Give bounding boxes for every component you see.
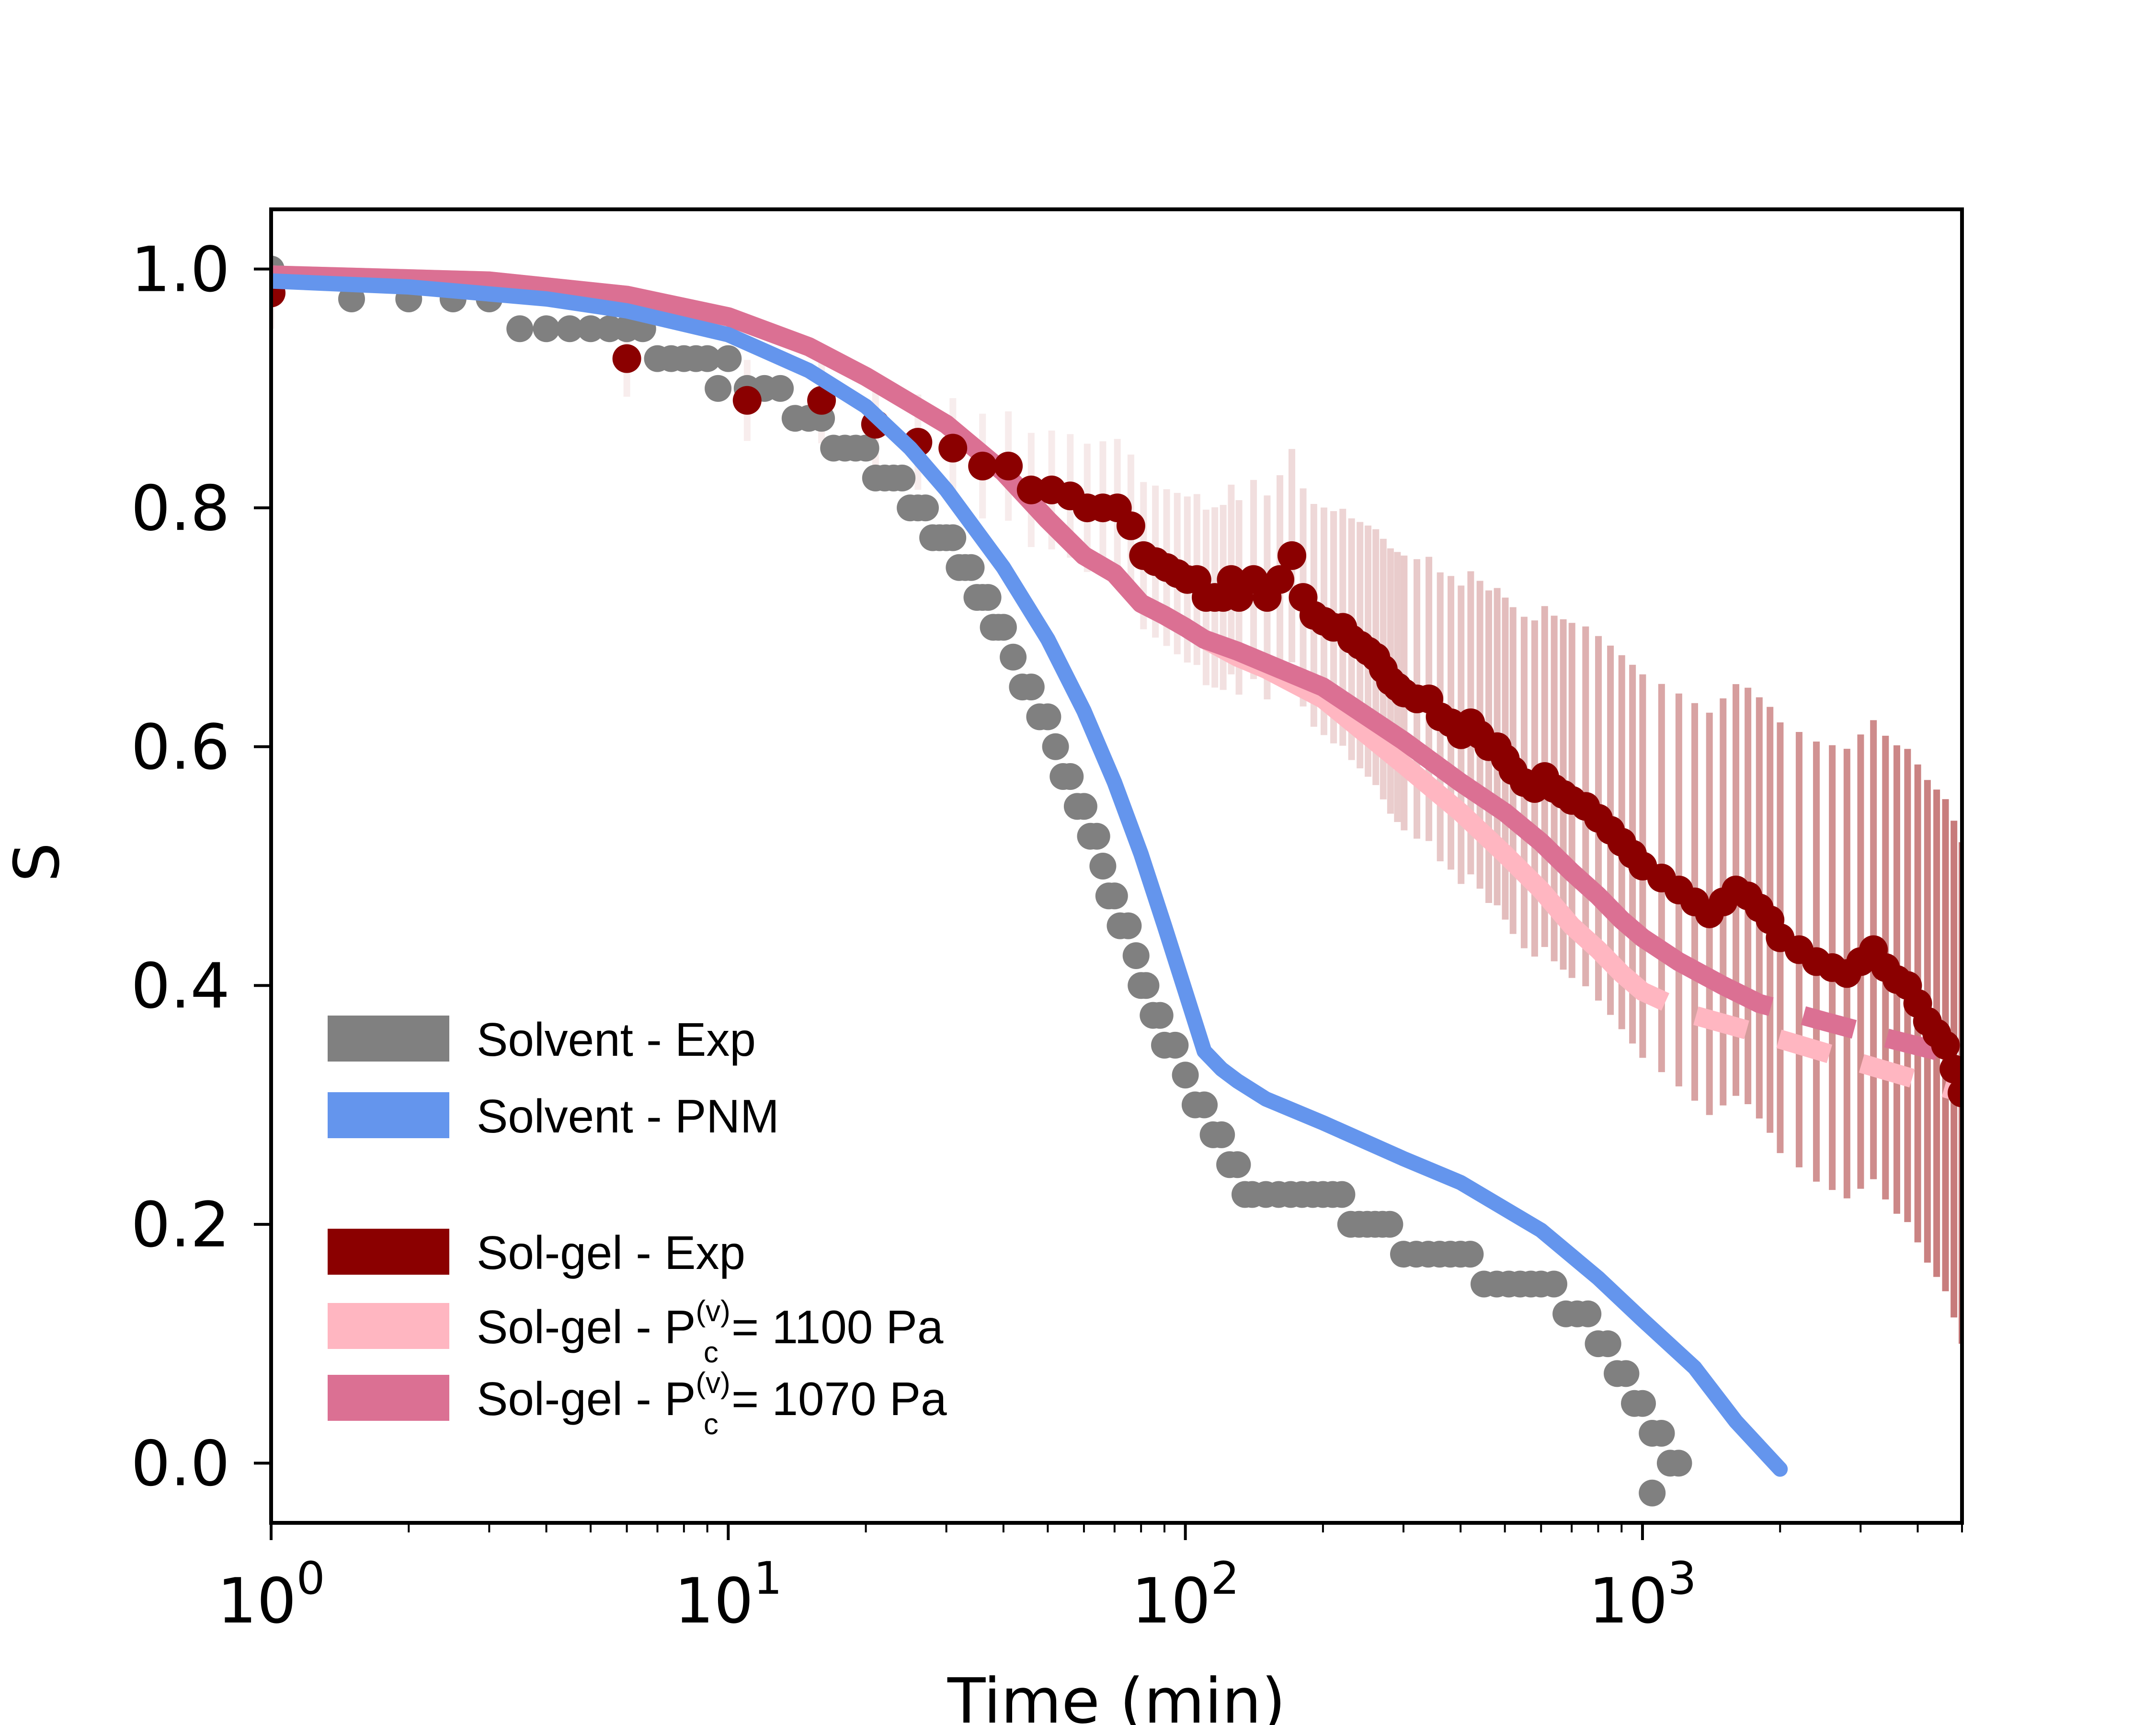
x-tick-label: 101 [674, 1553, 782, 1637]
data-point [807, 386, 836, 415]
series-line-dashed [1615, 966, 1962, 1102]
data-point [1101, 882, 1128, 910]
data-point [974, 584, 1002, 611]
data-point [1162, 1031, 1189, 1059]
data-point [1224, 1151, 1251, 1178]
data-point [715, 345, 742, 372]
data-point [1115, 912, 1142, 939]
data-point [1931, 1030, 1960, 1060]
y-tick-label: 0.0 [131, 1427, 230, 1500]
data-point [1016, 475, 1046, 504]
data-point [852, 434, 879, 462]
data-point [612, 344, 641, 373]
legend-label: Sol-gel - P(v) c = 1100 Pa [477, 1295, 944, 1369]
data-point [1146, 1002, 1174, 1029]
data-point [1034, 703, 1061, 731]
data-point [1208, 1121, 1235, 1148]
data-point [938, 434, 968, 463]
series-line-dashed [1719, 977, 1962, 1067]
y-axis-title: S [0, 843, 73, 882]
data-point [1376, 1211, 1403, 1238]
data-point [1191, 1091, 1218, 1119]
data-point [990, 614, 1017, 641]
y-tick-label: 1.0 [131, 233, 230, 306]
data-point [1017, 674, 1045, 701]
legend-swatch [328, 1016, 449, 1062]
data-point [1116, 511, 1145, 540]
y-tick-label: 0.2 [131, 1188, 230, 1261]
data-point [994, 451, 1023, 480]
data-point [1939, 1054, 1962, 1084]
data-point [1132, 972, 1160, 999]
x-tick-label: 100 [217, 1553, 325, 1637]
series-layer [271, 255, 1962, 1507]
data-point [1594, 1330, 1621, 1358]
x-axis-title: Time (min) [947, 1665, 1286, 1725]
data-point [1574, 1300, 1602, 1327]
data-point [1042, 733, 1069, 760]
x-tick-label: 102 [1131, 1553, 1239, 1637]
legend-label: Solvent - PNM [477, 1090, 779, 1142]
data-point [1266, 565, 1294, 594]
y-tick-label: 0.6 [131, 711, 230, 784]
data-point [912, 494, 939, 522]
plot-frame [269, 207, 1964, 1525]
data-point [732, 386, 762, 415]
x-axis: 100 101 102 103 [217, 1523, 1963, 1637]
data-point [1122, 942, 1150, 969]
data-point [1328, 1181, 1356, 1208]
legend: Solvent - Exp Solvent - PNM Sol-gel - Exp S… [328, 1013, 947, 1441]
data-point [705, 375, 732, 402]
data-point [1648, 1420, 1675, 1447]
x-tick-label: 103 [1588, 1553, 1696, 1637]
data-point [556, 315, 583, 343]
legend-swatch [328, 1375, 449, 1421]
data-point [1540, 1270, 1567, 1298]
series-line [271, 273, 1788, 1477]
data-point [1457, 1241, 1484, 1268]
data-point [694, 345, 721, 372]
data-point [1172, 1062, 1199, 1089]
data-point [1083, 823, 1110, 850]
y-tick-label: 0.8 [131, 472, 230, 545]
data-point [1665, 1450, 1692, 1477]
legend-label: Solvent - Exp [477, 1013, 756, 1066]
y-axis: 0.0 0.2 0.4 0.6 0.8 1.0 [131, 233, 271, 1500]
data-point [1612, 1360, 1640, 1387]
data-point [1000, 643, 1027, 671]
legend-swatch [328, 1229, 449, 1275]
legend-label: Sol-gel - P(v) c = 1070 Pa [477, 1367, 947, 1441]
data-point [1948, 1078, 1962, 1108]
legend-swatch [328, 1303, 449, 1349]
data-point [968, 451, 997, 480]
data-point [767, 375, 794, 402]
data-point [1629, 1390, 1656, 1417]
data-point [1278, 541, 1306, 570]
data-point [533, 315, 560, 343]
data-point [577, 315, 604, 343]
data-point [1639, 1479, 1666, 1507]
data-point [506, 315, 534, 343]
data-point [1057, 763, 1084, 790]
legend-swatch [328, 1092, 449, 1138]
series-line [271, 265, 1733, 995]
data-point [958, 554, 985, 581]
data-point [939, 524, 967, 551]
y-tick-label: 0.4 [131, 949, 230, 1022]
data-point [889, 464, 916, 491]
legend-label: Sol-gel - Exp [477, 1226, 745, 1279]
data-point [1070, 793, 1097, 820]
data-point [1089, 853, 1117, 880]
